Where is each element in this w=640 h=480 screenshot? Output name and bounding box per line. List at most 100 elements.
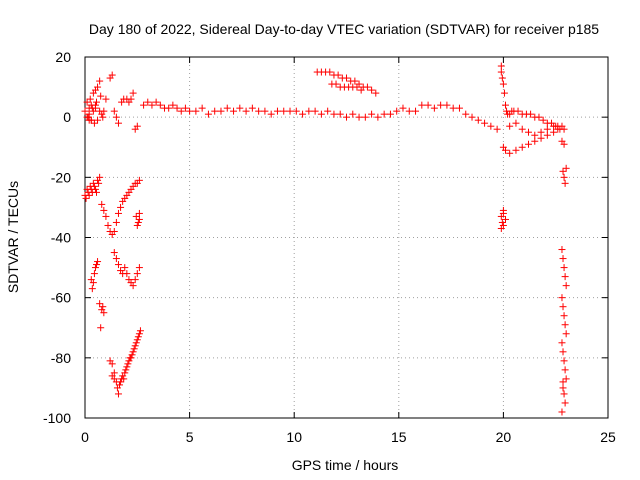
- data-point: [462, 110, 470, 118]
- data-point: [561, 179, 569, 187]
- data-point: [559, 348, 567, 356]
- data-point: [99, 113, 107, 121]
- data-point: [95, 179, 103, 187]
- data-point: [560, 125, 568, 133]
- data-point: [93, 261, 101, 269]
- data-point: [129, 348, 137, 356]
- x-tick-label: 25: [600, 429, 616, 445]
- data-point: [559, 167, 567, 175]
- data-point: [136, 327, 144, 335]
- data-point: [525, 128, 533, 136]
- data-point: [131, 276, 139, 284]
- data-point: [217, 107, 225, 115]
- data-point: [531, 137, 539, 145]
- data-point: [122, 366, 130, 374]
- data-point: [83, 98, 91, 106]
- data-point: [104, 221, 112, 229]
- data-point: [97, 92, 105, 100]
- data-point: [110, 249, 118, 257]
- data-point: [512, 119, 520, 127]
- data-point: [114, 119, 122, 127]
- x-tick-label: 20: [496, 429, 512, 445]
- data-point: [560, 312, 568, 320]
- data-point: [558, 246, 566, 254]
- data-point: [134, 333, 142, 341]
- data-point: [559, 384, 567, 392]
- series-upper-arc: [313, 68, 380, 97]
- data-point: [99, 303, 107, 311]
- data-point: [330, 110, 338, 118]
- y-tick-label: -80: [51, 350, 71, 366]
- data-point: [558, 137, 566, 145]
- data-point: [493, 125, 501, 133]
- data-point: [550, 128, 558, 136]
- data-point: [94, 258, 102, 266]
- data-point: [336, 110, 344, 118]
- data-point: [123, 363, 131, 371]
- data-point: [560, 390, 568, 398]
- data-point: [127, 95, 135, 103]
- data-point: [132, 339, 140, 347]
- data-point: [355, 113, 363, 121]
- data-point: [558, 339, 566, 347]
- data-point: [543, 125, 551, 133]
- data-point: [558, 294, 566, 302]
- y-tick-label: 0: [63, 109, 71, 125]
- data-point: [112, 255, 120, 263]
- data-point: [561, 321, 569, 329]
- data-point: [90, 270, 98, 278]
- data-point: [129, 89, 137, 97]
- data-point: [481, 119, 489, 127]
- data-point: [537, 128, 545, 136]
- data-point: [135, 215, 143, 223]
- data-point: [82, 194, 90, 202]
- data-point: [91, 185, 99, 193]
- data-point: [236, 104, 244, 112]
- series-early-scatter: [81, 71, 141, 133]
- data-point: [121, 264, 129, 272]
- data-point: [361, 113, 369, 121]
- series-tail: [558, 246, 570, 416]
- data-point: [211, 107, 219, 115]
- data-point: [267, 110, 275, 118]
- data-point: [497, 68, 505, 76]
- data-point: [449, 104, 457, 112]
- data-point: [90, 119, 98, 127]
- data-point: [372, 89, 380, 97]
- data-point: [455, 104, 463, 112]
- data-point: [273, 107, 281, 115]
- data-point: [91, 101, 99, 109]
- data-point: [561, 273, 569, 281]
- data-point: [500, 89, 508, 97]
- data-point: [506, 122, 514, 130]
- data-point: [562, 330, 570, 338]
- data-point: [560, 264, 568, 272]
- data-point: [527, 110, 535, 118]
- data-point: [135, 264, 143, 272]
- data-point: [133, 221, 141, 229]
- data-point: [525, 140, 533, 148]
- data-point: [123, 270, 131, 278]
- x-tick-label: 0: [81, 429, 89, 445]
- data-point: [148, 101, 156, 109]
- data-point: [424, 101, 432, 109]
- data-point: [299, 110, 307, 118]
- data-point: [129, 282, 137, 290]
- data-point: [531, 131, 539, 139]
- data-point: [430, 104, 438, 112]
- data-point: [559, 303, 567, 311]
- data-point: [114, 209, 122, 217]
- data-point: [514, 107, 522, 115]
- data-point: [518, 125, 526, 133]
- data-point: [83, 113, 91, 121]
- chart-title: Day 180 of 2022, Sidereal Day-to-day VTE…: [89, 21, 599, 37]
- y-axis-label: SDTVAR / TECUs: [5, 181, 21, 293]
- data-point: [106, 74, 114, 82]
- data-point: [506, 149, 514, 157]
- data-point: [242, 107, 250, 115]
- y-tick-label: -20: [51, 169, 71, 185]
- data-point: [380, 110, 388, 118]
- data-point: [90, 182, 98, 190]
- data-point: [133, 336, 141, 344]
- data-point: [117, 203, 125, 211]
